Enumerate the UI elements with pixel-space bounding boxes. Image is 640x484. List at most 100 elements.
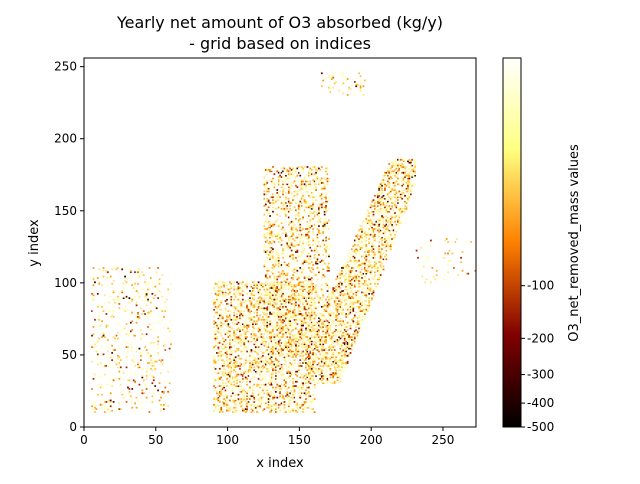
heatmap-cell <box>145 313 148 315</box>
heatmap-cell <box>303 310 306 312</box>
heatmap-cell <box>279 362 282 364</box>
heatmap-cell <box>259 314 261 317</box>
heatmap-cell <box>230 350 233 353</box>
heatmap-cell <box>243 409 246 412</box>
heatmap-cell <box>213 362 215 364</box>
heatmap-cell <box>282 277 284 279</box>
heatmap-cell <box>151 382 154 385</box>
heatmap-cell <box>244 305 247 308</box>
heatmap-cell <box>287 242 290 245</box>
heatmap-cell <box>308 365 310 367</box>
heatmap-cell <box>224 372 227 374</box>
heatmap-cell <box>243 324 246 327</box>
heatmap-cell <box>263 215 266 217</box>
heatmap-cell <box>272 350 274 353</box>
heatmap-cell <box>272 347 274 350</box>
heatmap-cell <box>247 370 250 373</box>
heatmap-cell <box>214 405 217 408</box>
heatmap-cell <box>250 373 253 376</box>
heatmap-cell <box>276 249 279 252</box>
heatmap-cell <box>292 285 294 288</box>
heatmap-cell <box>273 326 276 328</box>
heatmap-cell <box>287 340 290 343</box>
heatmap-cell <box>269 405 271 408</box>
heatmap-cell <box>285 215 287 217</box>
heatmap-cell <box>289 379 292 382</box>
heatmap-cell <box>289 341 292 344</box>
heatmap-cell <box>274 350 277 353</box>
heatmap-cell <box>305 321 307 324</box>
heatmap-cell <box>302 292 304 295</box>
heatmap-cell <box>252 326 254 328</box>
heatmap-cell <box>246 311 248 314</box>
heatmap-cell <box>282 209 284 212</box>
heatmap-cell <box>246 398 248 400</box>
heatmap-cell <box>244 379 247 382</box>
heatmap-cell <box>141 271 144 274</box>
heatmap-cell <box>282 297 284 300</box>
heatmap-cell <box>247 385 250 387</box>
heatmap-cell <box>267 327 270 330</box>
heatmap-cell <box>125 323 128 325</box>
heatmap-cell <box>287 323 290 325</box>
heatmap-cell <box>254 367 257 370</box>
heatmap-cell <box>295 170 297 173</box>
heatmap-cell <box>300 179 303 181</box>
heatmap-cell <box>266 324 269 327</box>
heatmap-cell <box>270 396 273 399</box>
heatmap-cell <box>269 236 271 239</box>
heatmap-cell <box>270 202 273 204</box>
heatmap-cell <box>277 239 280 242</box>
heatmap-cell <box>138 365 141 367</box>
heatmap-cell <box>214 303 217 305</box>
heatmap-cell <box>137 268 139 271</box>
heatmap-cell <box>217 401 220 403</box>
heatmap-cell <box>286 243 289 246</box>
heatmap-cell <box>297 403 300 406</box>
heatmap-cell <box>299 328 302 331</box>
heatmap-cell <box>303 380 306 383</box>
heatmap-cell <box>94 318 96 321</box>
heatmap-cell <box>309 307 312 310</box>
heatmap-cell <box>263 411 266 413</box>
heatmap-cell <box>302 317 304 320</box>
heatmap-cell <box>237 324 240 327</box>
heatmap-cell <box>300 255 303 258</box>
heatmap-cell <box>296 274 299 276</box>
heatmap-cell <box>274 279 277 282</box>
heatmap-cell <box>300 259 303 262</box>
heatmap-cell <box>226 298 228 301</box>
heatmap-cell <box>150 277 152 279</box>
heatmap-cell <box>224 320 227 323</box>
heatmap-cell <box>244 409 247 412</box>
heatmap-cell <box>295 236 297 239</box>
heatmap-cell <box>138 295 141 298</box>
heatmap-cell <box>237 388 240 390</box>
heatmap-cell <box>157 347 159 350</box>
heatmap-cell <box>272 239 274 242</box>
heatmap-cell <box>289 267 292 269</box>
heatmap-cell <box>216 281 218 284</box>
heatmap-cell <box>267 277 270 279</box>
heatmap-cell <box>154 388 157 390</box>
heatmap-cell <box>129 395 132 398</box>
heatmap-cell <box>300 382 303 385</box>
heatmap-cell <box>247 379 250 382</box>
heatmap-cell <box>229 369 231 372</box>
heatmap-cell <box>230 327 233 330</box>
heatmap-cell <box>285 167 287 170</box>
heatmap-cell <box>95 350 98 353</box>
heatmap-cell <box>302 403 304 406</box>
heatmap-cell <box>253 320 256 323</box>
heatmap-cell <box>273 226 276 229</box>
heatmap-cell <box>243 375 246 377</box>
heatmap-cell <box>276 207 279 210</box>
heatmap-cell <box>266 239 269 242</box>
heatmap-cell <box>253 359 256 361</box>
heatmap-cell <box>214 375 217 377</box>
heatmap-cell <box>253 408 256 410</box>
heatmap-cell <box>302 341 304 344</box>
heatmap-cell <box>264 363 267 366</box>
heatmap-cell <box>144 288 147 291</box>
